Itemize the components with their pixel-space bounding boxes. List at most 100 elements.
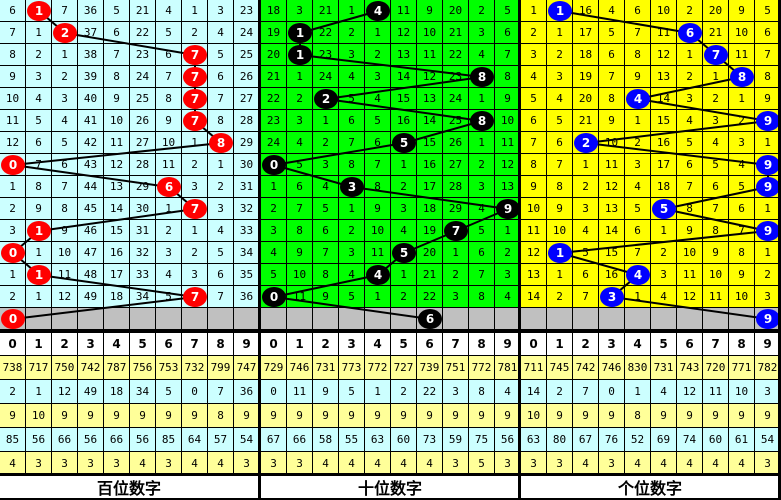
trend-line-segment: [403, 120, 483, 144]
omission-cell: 2: [0, 286, 26, 308]
trend-line-segment: [559, 10, 691, 34]
stat-cell: 67: [573, 428, 599, 452]
omission-cell: 44: [78, 176, 104, 198]
omission-cell: 4: [599, 0, 625, 22]
omission-cell: 15: [104, 220, 130, 242]
omission-cell: 9: [729, 0, 755, 22]
stat-cell: 4: [208, 452, 234, 476]
omission-cell: 9: [521, 176, 547, 198]
omission-cell: 3: [625, 154, 651, 176]
trend-line-segment: [273, 274, 379, 298]
stat-cell: 10: [729, 380, 755, 404]
trend-line-segment: [325, 98, 483, 122]
omission-cell: 4: [573, 220, 599, 242]
omission-cell: 12: [521, 242, 547, 264]
stat-cell: 56: [26, 428, 52, 452]
drawn-digit-ball: 7: [183, 111, 207, 131]
stat-cell: 4: [729, 452, 755, 476]
next-row-cell: [547, 308, 573, 330]
omission-cell: 14: [599, 220, 625, 242]
next-row-cell: [130, 308, 156, 330]
stat-cell: 756: [130, 356, 156, 380]
digit-header: 0: [261, 333, 287, 356]
omission-cell: 24: [313, 66, 339, 88]
omission-cell: 1: [182, 0, 208, 22]
omission-cell: 7: [104, 44, 130, 66]
stat-cell: 1: [365, 380, 391, 404]
drawn-digit-ball: 1: [288, 23, 312, 43]
trend-line-segment: [611, 296, 769, 320]
omission-cell: 5: [677, 132, 703, 154]
omission-cell: 2: [651, 242, 677, 264]
omission-cell: 27: [130, 132, 156, 154]
omission-cell: 11: [391, 0, 417, 22]
omission-cell: 3: [729, 132, 755, 154]
omission-cell: 1: [26, 286, 52, 308]
omission-cell: 7: [313, 242, 339, 264]
omission-cell: 24: [130, 66, 156, 88]
omission-cell: 27: [234, 88, 260, 110]
omission-cell: 1: [573, 154, 599, 176]
stat-cell: 4: [0, 452, 26, 476]
drawn-digit-ball: 5: [392, 133, 416, 153]
trend-line-segment: [12, 296, 196, 320]
omission-cell: 21: [261, 66, 287, 88]
stat-cell: 8: [625, 404, 651, 428]
stat-cell: 54: [234, 428, 260, 452]
omission-cell: 2: [261, 198, 287, 220]
trend-line-segment: [12, 164, 170, 188]
omission-cell: 26: [443, 132, 469, 154]
stat-cell: 12: [677, 380, 703, 404]
omission-cell: 11: [365, 242, 391, 264]
omission-cell: 1: [261, 176, 287, 198]
next-row-cell: [443, 308, 469, 330]
stat-cell: 2: [0, 380, 26, 404]
stat-cell: 58: [313, 428, 339, 452]
omission-cell: 9: [287, 242, 313, 264]
stat-cell: 2: [391, 380, 417, 404]
stat-cell: 9: [417, 404, 443, 428]
digit-header: 3: [599, 333, 625, 356]
trend-line-segment: [637, 76, 743, 100]
omission-cell: 41: [78, 110, 104, 132]
omission-cell: 5: [52, 132, 78, 154]
drawn-digit-ball: 1: [27, 221, 51, 241]
stat-cell: 9: [729, 404, 755, 428]
omission-cell: 20: [573, 88, 599, 110]
stat-cell: 5: [156, 380, 182, 404]
omission-cell: 3: [156, 242, 182, 264]
trend-line-segment: [12, 142, 222, 166]
omission-cell: 24: [234, 22, 260, 44]
omission-cell: 2: [365, 44, 391, 66]
stat-cell: 60: [703, 428, 729, 452]
stat-cell: 753: [156, 356, 182, 380]
stat-cell: 22: [417, 380, 443, 404]
stat-cell: 711: [521, 356, 547, 380]
omission-cell: 2: [313, 132, 339, 154]
omission-cell: 9: [26, 198, 52, 220]
trend-line-segment: [559, 252, 639, 276]
omission-cell: 1: [391, 264, 417, 286]
omission-cell: 10: [521, 198, 547, 220]
omission-cell: 7: [0, 22, 26, 44]
omission-cell: 8: [521, 154, 547, 176]
next-row-cell: [261, 308, 287, 330]
omission-cell: 14: [521, 286, 547, 308]
stat-cell: 9: [703, 404, 729, 428]
omission-cell: 6: [625, 220, 651, 242]
digit-header: 1: [547, 333, 573, 356]
omission-cell: 11: [729, 44, 755, 66]
stat-cell: 11: [287, 380, 313, 404]
omission-cell: 9: [547, 198, 573, 220]
trend-line-segment: [299, 54, 483, 78]
omission-cell: 7: [287, 198, 313, 220]
stat-cell: 9: [130, 404, 156, 428]
omission-cell: 1: [365, 286, 391, 308]
stat-cell: 731: [313, 356, 339, 380]
omission-cell: 21: [443, 22, 469, 44]
drawn-digit-ball: 7: [444, 221, 468, 241]
omission-cell: 20: [261, 44, 287, 66]
stat-cell: 57: [208, 428, 234, 452]
omission-cell: 8: [547, 176, 573, 198]
omission-cell: 10: [677, 242, 703, 264]
